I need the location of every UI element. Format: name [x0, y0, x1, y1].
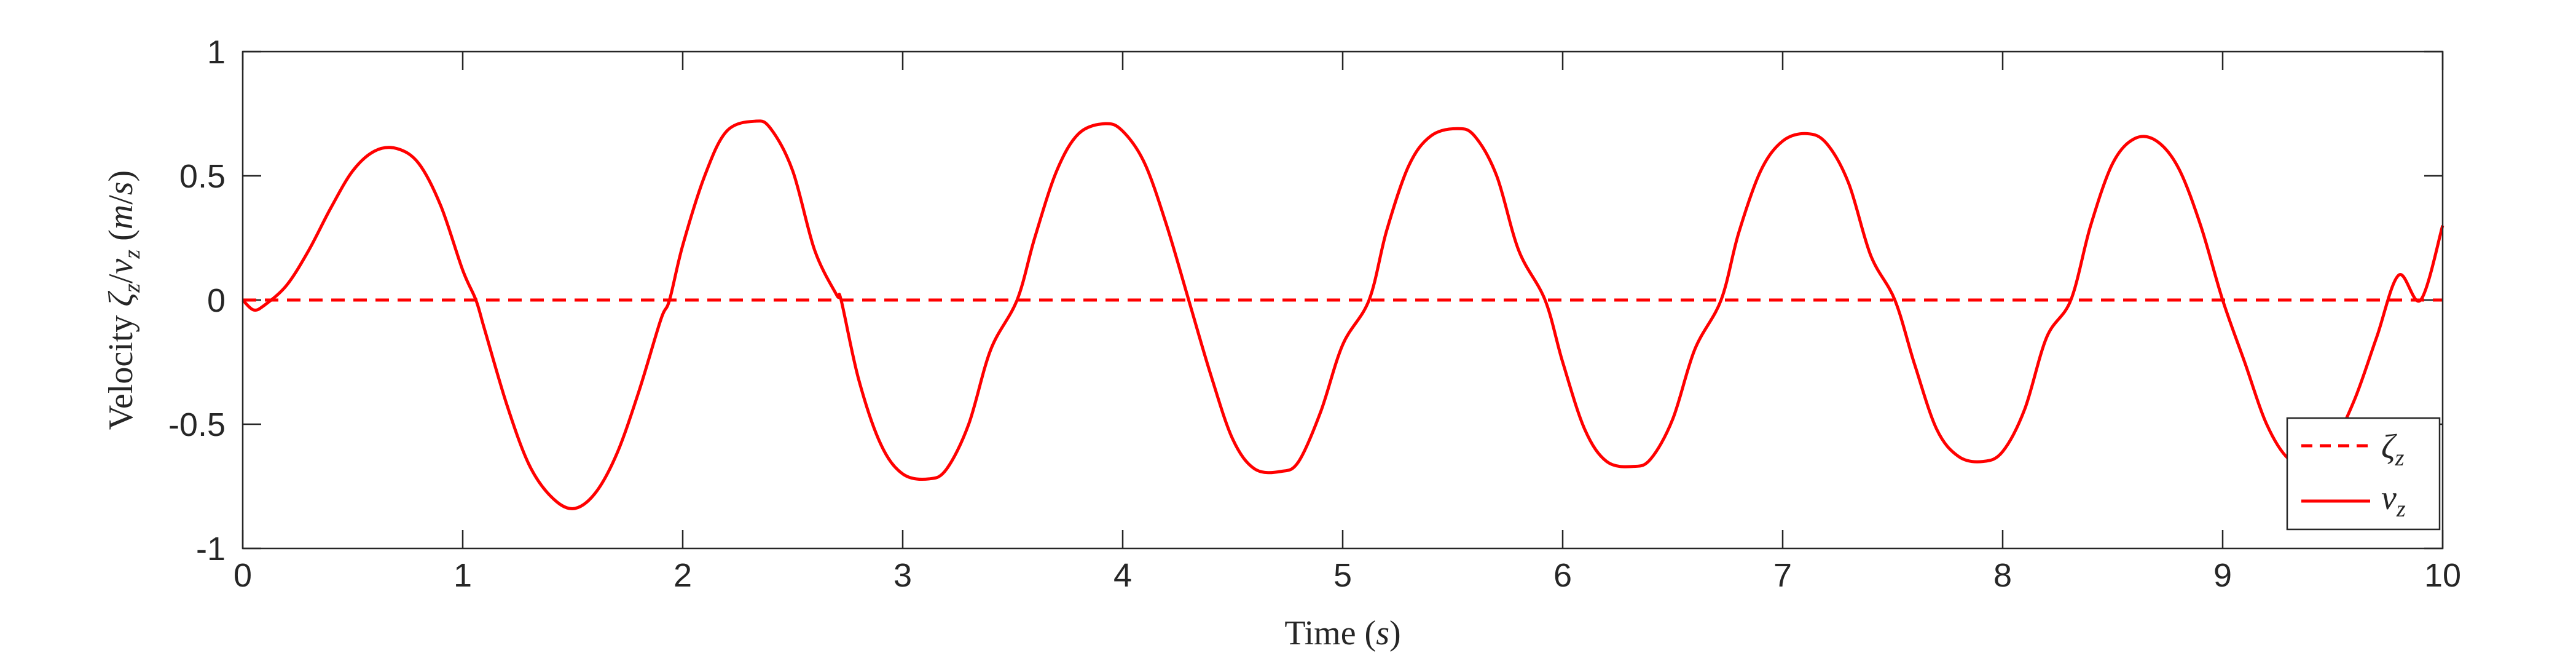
x-tick-label: 3 — [893, 557, 912, 594]
x-tick-label: 8 — [1993, 557, 2012, 594]
y-tick-label: -0.5 — [168, 406, 226, 443]
x-tick-label: 7 — [1773, 557, 1792, 594]
x-tick-label: 0 — [234, 557, 252, 594]
y-axis-label: Velocity ζz/vz (m/s) — [102, 170, 145, 430]
x-tick-label: 6 — [1553, 557, 1572, 594]
x-tick-label: 5 — [1333, 557, 1352, 594]
x-tick-label: 9 — [2213, 557, 2232, 594]
tick-labels: 0 1 2 3 4 5 6 7 8 9 10 -1 -0.5 0 0.5 1 — [168, 34, 2461, 594]
y-tick-label: 0 — [207, 282, 226, 319]
x-axis-label: Time (s) — [1284, 614, 1400, 652]
legend: ζz vz — [2286, 417, 2441, 531]
y-tick-label: 1 — [207, 34, 226, 71]
x-tick-label: 1 — [454, 557, 472, 594]
series-layer — [242, 119, 2444, 510]
x-tick-label: 2 — [673, 557, 692, 594]
y-tick-label: 0.5 — [179, 158, 226, 195]
y-tick-label: -1 — [196, 531, 226, 567]
legend-label-vz: vz — [2381, 479, 2406, 522]
series-line-vz — [242, 119, 2444, 510]
x-tick-label: 10 — [2424, 557, 2461, 594]
plot-frame — [242, 50, 2444, 550]
x-tick-label: 4 — [1113, 557, 1132, 594]
legend-box — [2286, 417, 2441, 531]
